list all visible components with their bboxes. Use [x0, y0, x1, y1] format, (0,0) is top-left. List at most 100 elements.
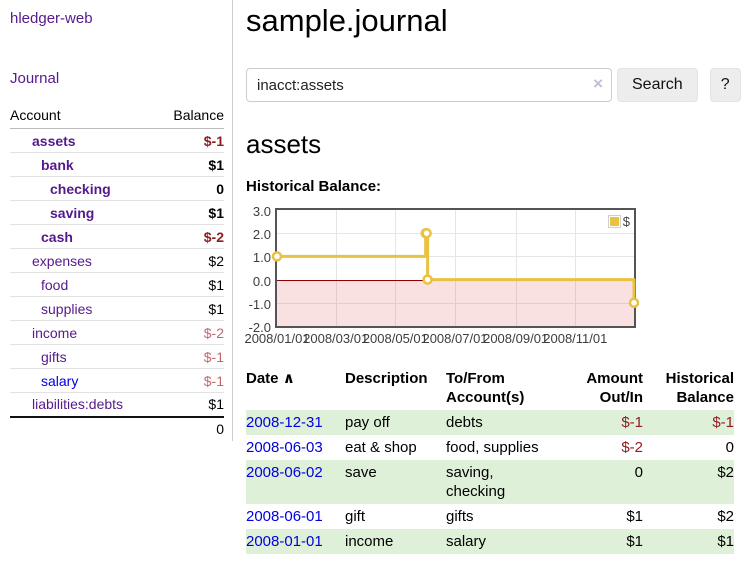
legend-swatch [607, 215, 621, 228]
account-balance: $1 [157, 272, 224, 297]
transaction-date-link[interactable]: 2008-06-03 [246, 439, 323, 456]
x-axis-tick-label: 2008/03/01 [303, 331, 369, 346]
sidebar: hledger-web Journal Account Balance asse… [0, 0, 233, 441]
account-link[interactable]: liabilities:debts [32, 396, 124, 413]
transaction-balance: $1 [643, 529, 734, 554]
account-balance: $-1 [157, 128, 224, 153]
account-link[interactable]: bank [41, 156, 74, 173]
account-balance: $2 [157, 248, 224, 273]
transaction-balance: $-1 [643, 410, 734, 435]
account-link[interactable]: gifts [41, 348, 67, 365]
search-form: × Search ? [246, 68, 742, 102]
transaction-balance: 0 [725, 439, 734, 456]
data-point-marker[interactable] [271, 251, 283, 262]
register-row: 2008-06-03 eat & shop food, supplies $-2 0 [246, 435, 734, 460]
brand-link[interactable]: hledger-web [10, 10, 93, 27]
transaction-balance: $2 [717, 508, 734, 525]
account-link[interactable]: food [41, 276, 69, 293]
gridline [335, 210, 337, 326]
gridline [515, 210, 517, 326]
x-axis-tick-label: 2008/07/01 [422, 331, 488, 346]
account-balance: $-1 [157, 344, 224, 369]
y-axis-tick-label: 1.0 [252, 250, 271, 266]
search-button[interactable]: Search [617, 68, 698, 102]
transaction-description: income [345, 529, 446, 554]
chart-plot-area[interactable]: $ [271, 208, 640, 328]
transaction-date-link[interactable]: 2008-01-01 [246, 533, 323, 550]
x-axis-tick-label: 2008/09/01 [483, 331, 549, 346]
gridline [575, 210, 577, 326]
register-header-accounts: To/From Account(s) [446, 370, 525, 406]
transaction-date-link[interactable]: 2008-06-02 [246, 464, 323, 481]
transaction-description: gift [345, 508, 366, 525]
account-balance: $-2 [157, 224, 224, 249]
accounts-header-account: Account [10, 104, 158, 129]
register-header-date[interactable]: Date ∧ [246, 370, 295, 387]
data-point-marker[interactable] [628, 297, 640, 309]
account-balance: $1 [157, 392, 224, 417]
account-balance: $1 [157, 200, 224, 225]
account-link[interactable]: cash [41, 228, 73, 245]
data-point-marker[interactable] [422, 274, 433, 285]
search-input[interactable] [246, 68, 612, 102]
register-row: 2008-12-31 pay off debts $-1 $-1 [246, 410, 734, 435]
transaction-accounts: salary [446, 533, 487, 550]
account-balance: 0 [157, 176, 224, 201]
register-header-amount: Amount Out/In [586, 370, 643, 406]
x-axis-tick-label: 2008/05/01 [362, 331, 428, 346]
transaction-accounts: gifts [446, 508, 474, 525]
x-axis-tick-label: 2008/11/01 [543, 331, 608, 346]
transaction-balance: $2 [643, 460, 734, 504]
account-row-liabilities-debts: liabilities:debts $1 [10, 392, 224, 417]
negative-region [277, 279, 634, 326]
legend-label: $ [622, 214, 630, 229]
account-link[interactable]: expenses [32, 252, 92, 269]
account-balance: $1 [157, 296, 224, 321]
sidebar-item-journal[interactable]: Journal [10, 70, 60, 87]
account-balance: $1 [157, 152, 224, 177]
account-row-bank: bank $1 [10, 152, 224, 177]
accounts-total-row: 0 [10, 415, 224, 441]
x-axis-tick-label: 2008/01/01 [244, 331, 310, 346]
account-row-expenses: expenses $2 [10, 248, 224, 273]
account-link[interactable]: assets [32, 132, 76, 149]
account-link[interactable]: checking [50, 180, 111, 197]
y-axis-tick-label: 2.0 [252, 227, 271, 243]
account-row-cash: cash $-2 [10, 224, 224, 249]
transaction-accounts: saving, checking [446, 464, 506, 500]
account-row-supplies: supplies $1 [10, 296, 224, 321]
account-row-salary: salary $-1 [10, 368, 224, 393]
y-axis-tick-label: 0.0 [252, 273, 271, 289]
page-title: sample.journal [246, 3, 448, 38]
gridline [455, 210, 456, 326]
account-row-checking: checking 0 [10, 176, 224, 201]
data-point-marker[interactable] [421, 227, 432, 239]
register-header-description: Description [345, 370, 428, 387]
account-balance: $-1 [157, 368, 224, 393]
transaction-amount: 0 [586, 460, 643, 504]
transaction-accounts: food, supplies [446, 439, 539, 456]
transaction-description: save [345, 460, 446, 504]
register-row: 2008-06-01 gift gifts $1 $2 [246, 504, 734, 529]
account-row-gifts: gifts $-1 [10, 344, 224, 369]
account-row-saving: saving $1 [10, 200, 224, 225]
historical-balance-chart: 3.0 2.0 1.0 0.0 -1.0 -2.0 $2008/01/01 2008/03/0… [244, 204, 742, 350]
transaction-date-link[interactable]: 2008-06-01 [246, 508, 323, 525]
help-button[interactable]: ? [709, 68, 741, 102]
account-link[interactable]: salary [41, 372, 79, 389]
transaction-accounts: debts [446, 414, 483, 431]
gridline [395, 210, 397, 326]
chart-legend: $ [605, 213, 632, 230]
transaction-amount: $-2 [621, 439, 643, 456]
account-link[interactable]: supplies [41, 300, 93, 317]
balance-step-line [271, 227, 640, 309]
transaction-date-link[interactable]: 2008-12-31 [246, 414, 323, 431]
clear-search-icon[interactable]: × [593, 74, 603, 93]
search-box: × [246, 68, 612, 102]
main-content: sample.journal × Search ? assets Histori… [244, 0, 742, 554]
account-link[interactable]: income [32, 324, 78, 341]
account-row-food: food $1 [10, 272, 224, 297]
account-link[interactable]: saving [50, 204, 95, 221]
register-table: Date ∧ Description To/From Account(s) Am… [246, 365, 734, 554]
